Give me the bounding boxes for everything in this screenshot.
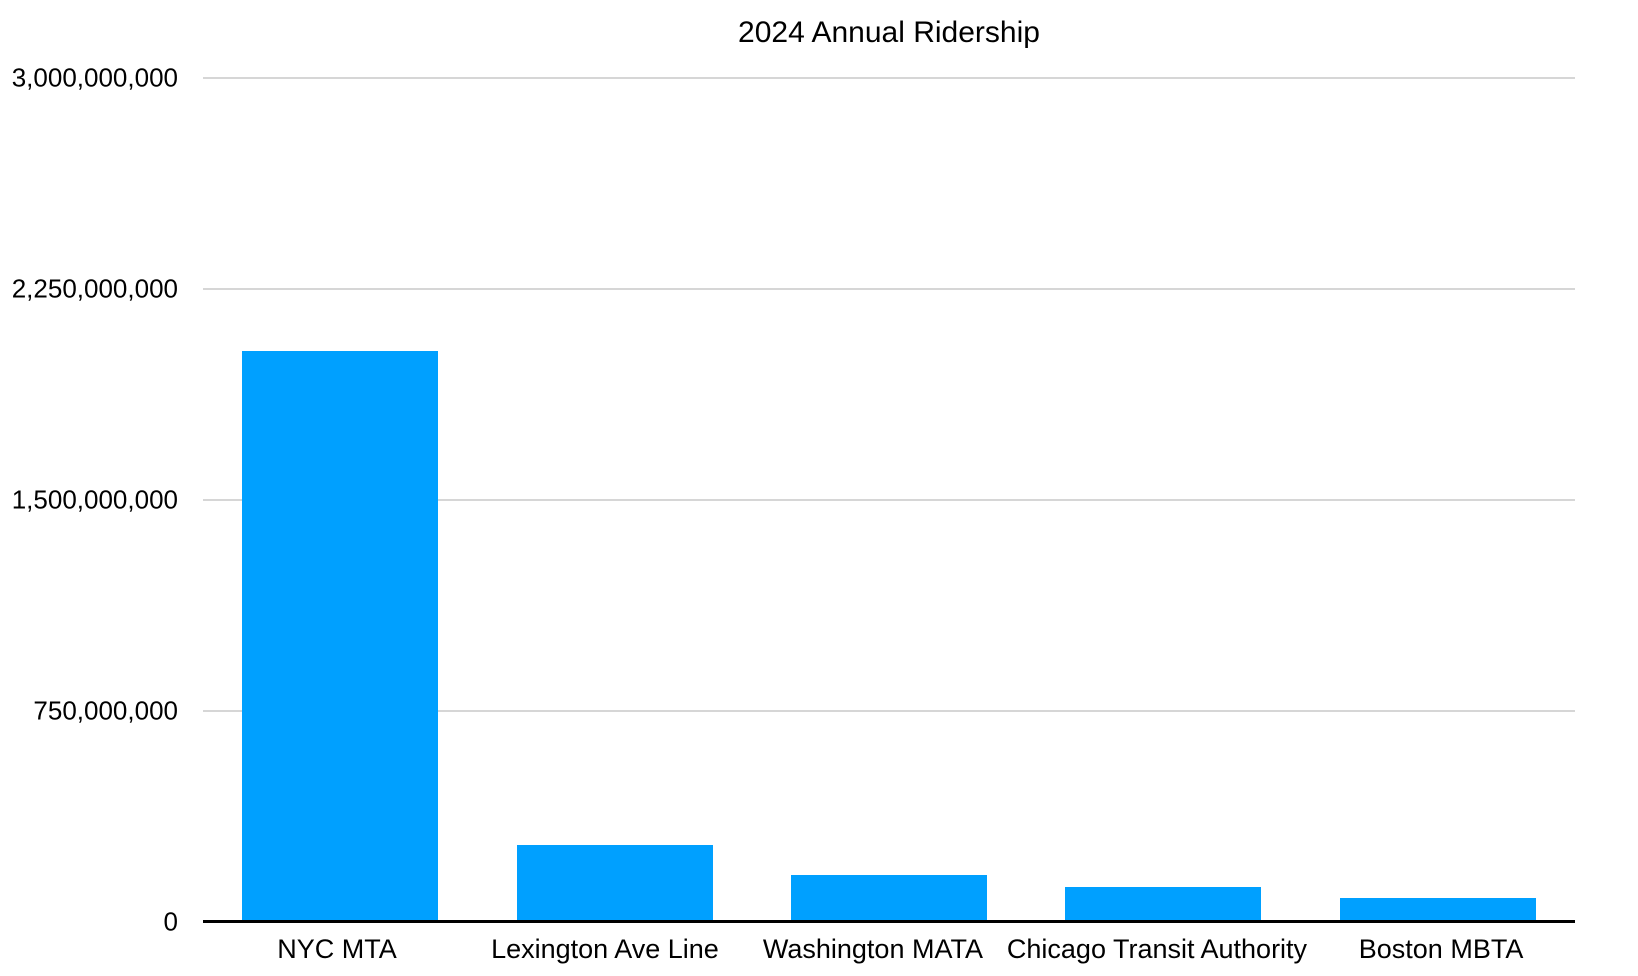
bar-slot bbox=[1301, 78, 1575, 922]
y-axis-tick-label: 750,000,000 bbox=[33, 695, 178, 726]
bar-slot bbox=[1026, 78, 1300, 922]
bar-chicago-transit-authority bbox=[1065, 887, 1262, 922]
bar-slot bbox=[477, 78, 751, 922]
bar-washington-mata bbox=[791, 875, 988, 922]
gridline bbox=[203, 499, 1575, 501]
y-axis-tick-label: 3,000,000,000 bbox=[11, 62, 178, 93]
y-axis-tick-label: 0 bbox=[163, 906, 178, 937]
gridline bbox=[203, 710, 1575, 712]
bars bbox=[203, 78, 1575, 922]
x-axis-line bbox=[203, 920, 1575, 923]
x-axis-category-label: Chicago Transit Authority bbox=[1006, 934, 1308, 964]
y-axis-tick-label: 1,500,000,000 bbox=[11, 484, 178, 515]
x-axis-category-label: Boston MBTA bbox=[1358, 934, 1524, 964]
y-axis-tick-label: 2,250,000,000 bbox=[11, 273, 178, 304]
x-axis-category-label: NYC MTA bbox=[277, 934, 397, 964]
x-axis-category-label: Lexington Ave Line bbox=[491, 934, 719, 964]
plot-area bbox=[203, 77, 1575, 923]
bar-lexington-ave-line bbox=[516, 845, 713, 922]
bar-nyc-mta bbox=[242, 350, 439, 922]
gridline bbox=[203, 288, 1575, 290]
bar-slot bbox=[203, 78, 477, 922]
chart-title: 2024 Annual Ridership bbox=[738, 16, 1040, 49]
bar-boston-mbta bbox=[1339, 898, 1536, 922]
x-axis-category-label: Washington MATA bbox=[762, 934, 983, 964]
y-axis-labels: 3,000,000,000 2,250,000,000 1,500,000,000 7… bbox=[0, 63, 178, 937]
x-axis-labels: NYC MTA Lexington Ave Line Washington MATA… bbox=[203, 933, 1575, 965]
gridline bbox=[203, 77, 1575, 79]
bar-slot bbox=[752, 78, 1026, 922]
